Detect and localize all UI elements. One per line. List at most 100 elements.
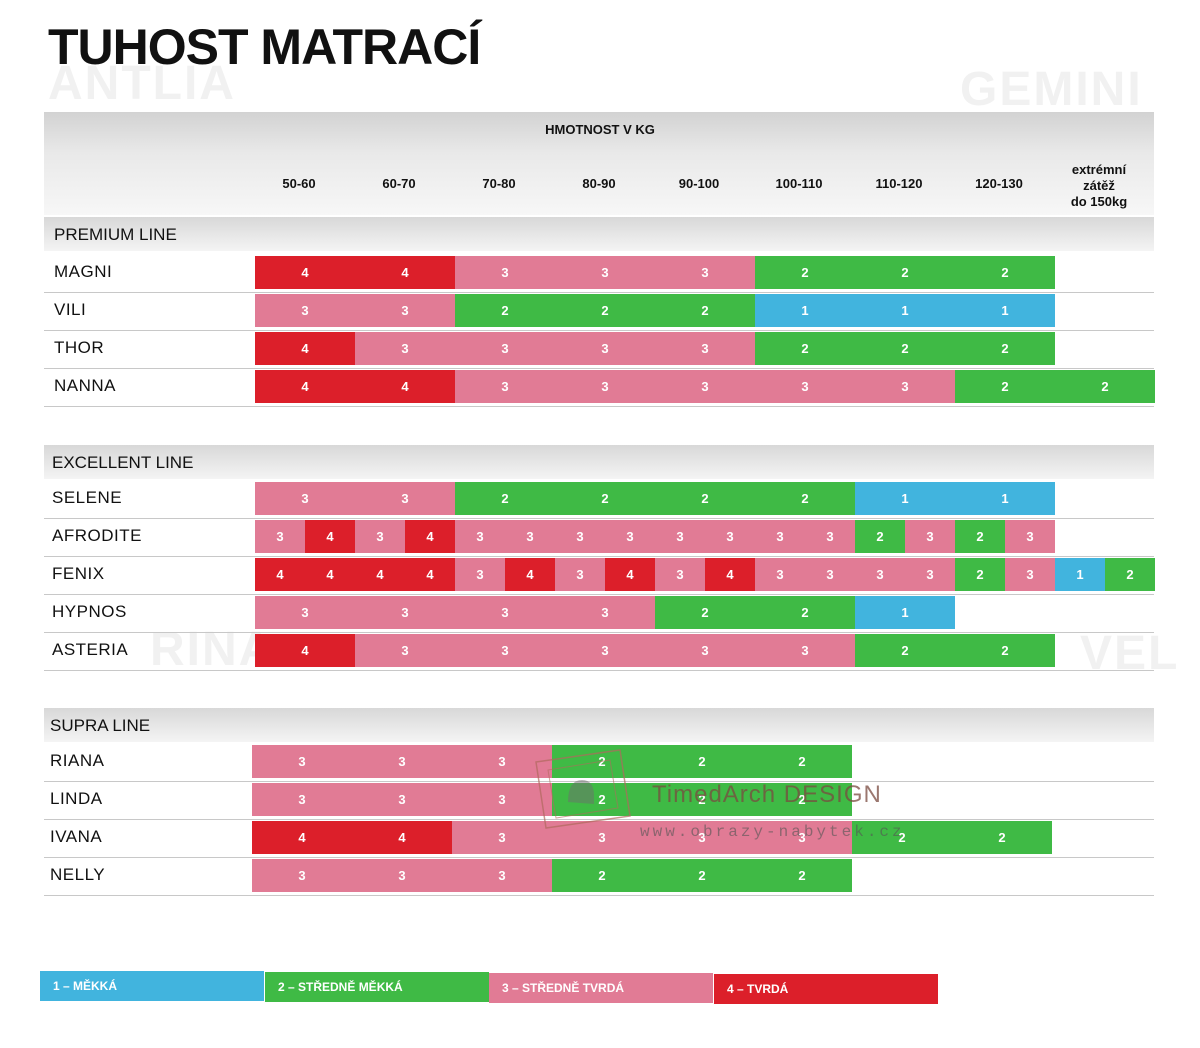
- firmness-cell: 3: [352, 745, 452, 778]
- background-ghost-text: VEL: [1080, 627, 1180, 680]
- firmness-cell: 2: [955, 520, 1005, 553]
- firmness-cell: 3: [252, 783, 352, 816]
- mattress-name: HYPNOS: [52, 602, 127, 621]
- mattress-name: NANNA: [54, 376, 117, 395]
- firmness-cell: 1: [855, 482, 955, 515]
- legend-item-1: 1 – MĚKKÁ: [40, 971, 264, 1001]
- row-divider: [44, 368, 1154, 369]
- weight-column-label: 60-70: [382, 176, 416, 191]
- mattress-name: LINDA: [50, 789, 103, 808]
- section-label: PREMIUM LINE: [54, 225, 177, 244]
- firmness-cell: 3: [805, 558, 855, 591]
- section-header-band: [44, 445, 1154, 479]
- firmness-cell: 2: [952, 821, 1052, 854]
- firmness-cell: 3: [555, 332, 655, 365]
- firmness-cell: 3: [752, 821, 852, 854]
- row-divider: [44, 330, 1154, 331]
- firmness-cell: 2: [855, 634, 955, 667]
- firmness-cell: 3: [455, 256, 555, 289]
- firmness-cell: 3: [455, 520, 505, 553]
- firmness-cell: 3: [905, 520, 955, 553]
- firmness-cell: 3: [355, 294, 455, 327]
- mattress-name: MAGNI: [54, 262, 113, 281]
- firmness-cell: 4: [705, 558, 755, 591]
- firmness-cell: 2: [1055, 370, 1155, 403]
- section-label: EXCELLENT LINE: [52, 453, 194, 472]
- mattress-name: AFRODITE: [52, 526, 142, 545]
- firmness-cell: 3: [455, 332, 555, 365]
- firmness-cell: 2: [652, 783, 752, 816]
- firmness-cell: 1: [855, 294, 955, 327]
- firmness-cell: 4: [355, 370, 455, 403]
- mattress-name: RIANA: [50, 751, 105, 770]
- legend-item-4: 4 – TVRDÁ: [714, 974, 938, 1004]
- firmness-cell: 4: [255, 634, 355, 667]
- firmness-cell: 3: [252, 745, 352, 778]
- firmness-cell: 2: [455, 294, 555, 327]
- firmness-cell: 2: [755, 256, 855, 289]
- firmness-cell: 2: [955, 634, 1055, 667]
- mattress-name: VILI: [54, 300, 87, 319]
- firmness-cell: 3: [555, 558, 605, 591]
- firmness-cell: 2: [552, 859, 652, 892]
- mattress-name: NELLY: [50, 865, 106, 884]
- watermark-url: www.obrazy-nabytek.cz: [640, 823, 905, 841]
- page-title: TUHOST MATRACÍ: [48, 19, 481, 75]
- firmness-cell: 2: [955, 370, 1055, 403]
- firmness-cell: 3: [352, 783, 452, 816]
- row-divider: [44, 292, 1154, 293]
- firmness-cell: 3: [1005, 558, 1055, 591]
- firmness-cell: 3: [655, 370, 755, 403]
- firmness-cell: 4: [605, 558, 655, 591]
- row-divider: [44, 895, 1154, 896]
- firmness-cell: 3: [655, 558, 705, 591]
- firmness-cell: 3: [755, 558, 805, 591]
- firmness-cell: 3: [855, 558, 905, 591]
- mattress-name: THOR: [54, 338, 105, 357]
- weight-header-title: HMOTNOST V KG: [545, 122, 655, 137]
- firmness-cell: 3: [555, 370, 655, 403]
- firmness-cell: 3: [555, 256, 655, 289]
- firmness-cell: 1: [855, 596, 955, 629]
- firmness-cell: 3: [755, 634, 855, 667]
- weight-column-label: 50-60: [282, 176, 316, 191]
- firmness-cell: 2: [852, 821, 952, 854]
- firmness-cell: 4: [405, 558, 455, 591]
- firmness-cell: 3: [605, 520, 655, 553]
- firmness-cell: 3: [255, 482, 355, 515]
- firmness-cell: 1: [1055, 558, 1105, 591]
- firmness-cell: 2: [455, 482, 555, 515]
- firmness-cell: 3: [555, 634, 655, 667]
- firmness-cell: 2: [655, 294, 755, 327]
- firmness-cell: 2: [655, 596, 755, 629]
- firmness-cell: 3: [455, 558, 505, 591]
- firmness-cell: 4: [255, 370, 355, 403]
- firmness-cell: 4: [252, 821, 352, 854]
- firmness-cell: 3: [355, 332, 455, 365]
- section-header-band: [44, 708, 1154, 742]
- firmness-cell: 3: [655, 634, 755, 667]
- firmness-cell: 3: [452, 783, 552, 816]
- firmness-cell: 2: [755, 332, 855, 365]
- row-divider: [44, 632, 1154, 633]
- weight-column-label: 80-90: [582, 176, 616, 191]
- firmness-cell: 2: [755, 596, 855, 629]
- firmness-cell: 2: [855, 520, 905, 553]
- firmness-cell: 2: [652, 745, 752, 778]
- weight-column-label: 120-130: [975, 176, 1023, 191]
- firmness-cell: 3: [555, 520, 605, 553]
- firmness-cell: 4: [352, 821, 452, 854]
- mattress-name: ASTERIA: [52, 640, 129, 659]
- legend-item-3: 3 – STŘEDNĚ TVRDÁ: [489, 973, 713, 1003]
- firmness-cell: 3: [355, 634, 455, 667]
- row-divider: [44, 819, 1154, 820]
- firmness-cell: 2: [755, 482, 855, 515]
- firmness-cell: 3: [352, 859, 452, 892]
- firmness-cell: 2: [752, 745, 852, 778]
- mattress-name: IVANA: [50, 827, 103, 846]
- firmness-cell: 3: [655, 520, 705, 553]
- firmness-cell: 2: [555, 294, 655, 327]
- weight-column-label: 100-110: [775, 176, 823, 191]
- firmness-cell: 3: [255, 520, 305, 553]
- watermark-brand: TimedArch DESIGN: [652, 781, 882, 808]
